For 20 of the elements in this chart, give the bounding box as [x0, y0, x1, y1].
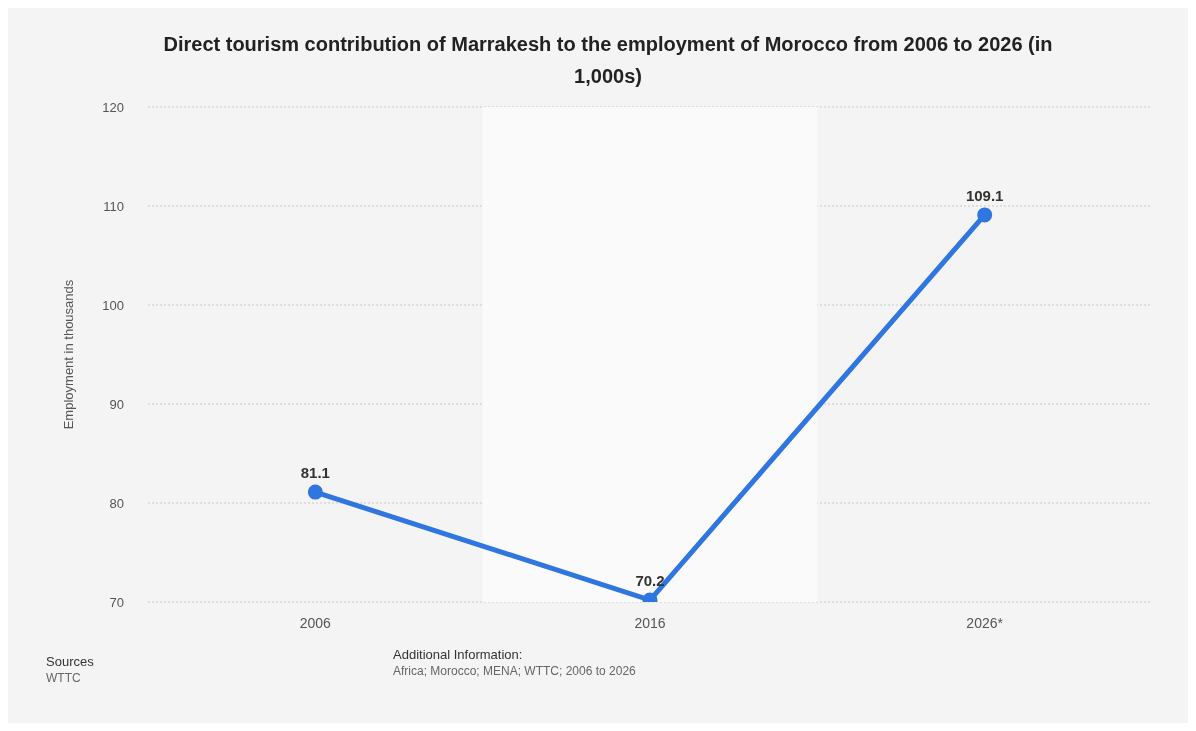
data-label: 109.1: [965, 186, 1004, 204]
x-tick-label: 2026*: [966, 614, 1004, 631]
y-axis-title: Employment in thousands: [60, 279, 76, 430]
text: Additional Information:: [393, 646, 524, 663]
text: Africa; Morocco; MENA; WTTC; 2006 to 2026: [393, 663, 636, 680]
chart-title: Direct tourism contribution of Marrakesh to the employment of Morocco from 2006 to 2026 (in 1,000s): [162, 32, 1054, 89]
y-tick-label: 120: [102, 99, 124, 115]
data-label: 70.2: [635, 572, 665, 590]
y-tick-label: 100: [102, 297, 124, 313]
x-tick-label: 2006: [299, 614, 332, 631]
y-tick-label: 80: [109, 495, 124, 511]
text: Sources: [46, 653, 94, 670]
text: WTTC: [46, 670, 82, 687]
y-tick-label: 70: [109, 594, 124, 610]
y-tick-label: 110: [103, 198, 124, 214]
point: [977, 207, 993, 223]
data-label: 81.1: [300, 464, 330, 482]
point: [307, 484, 323, 500]
y-tick-label: 90: [109, 396, 124, 412]
x-tick-label: 2016: [634, 614, 666, 631]
